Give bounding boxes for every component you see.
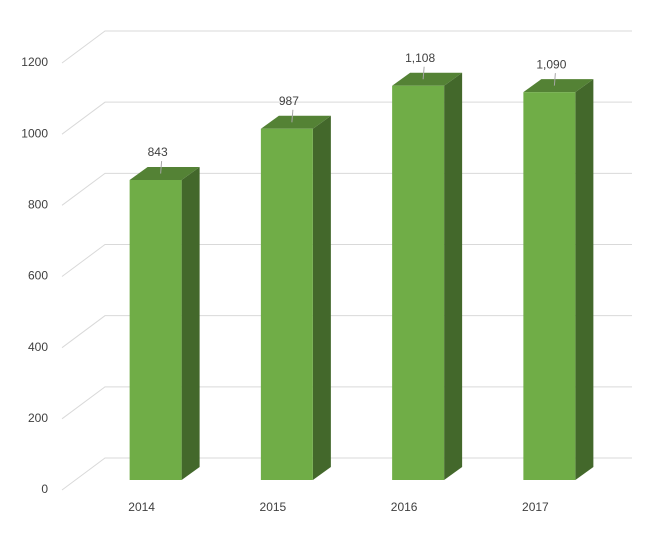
y-tick-label: 1000 <box>21 126 48 140</box>
bar-side <box>444 72 463 480</box>
bar-side <box>312 115 331 480</box>
x-tick-label: 2014 <box>128 500 155 514</box>
bar-front <box>392 85 445 480</box>
bar-front <box>260 128 313 481</box>
x-tick-label: 2017 <box>522 500 549 514</box>
bar-side <box>181 167 200 480</box>
data-label: 843 <box>148 145 168 159</box>
bar <box>129 167 200 480</box>
bar-top <box>260 115 331 129</box>
bar-front <box>523 92 576 481</box>
label-leader <box>553 73 556 86</box>
data-label: 1,108 <box>405 51 435 65</box>
bar-front <box>129 180 182 480</box>
bar-top <box>392 72 463 86</box>
y-tick-label: 400 <box>28 340 48 354</box>
bar <box>523 79 594 481</box>
bar <box>260 115 331 481</box>
data-label: 1,090 <box>536 57 566 71</box>
y-tick-label: 600 <box>28 269 48 283</box>
label-leader <box>291 109 294 123</box>
bar <box>392 72 463 480</box>
x-tick-label: 2015 <box>260 500 287 514</box>
bar-side <box>575 79 594 481</box>
data-label: 987 <box>279 94 299 108</box>
y-tick-label: 0 <box>41 482 48 496</box>
y-tick-label: 1200 <box>21 55 48 69</box>
label-leader <box>422 66 425 80</box>
bar-top <box>523 79 594 93</box>
y-tick-label: 200 <box>28 411 48 425</box>
y-tick-label: 800 <box>28 198 48 212</box>
x-tick-label: 2016 <box>391 500 418 514</box>
label-leader <box>160 160 163 174</box>
bar-top <box>129 167 200 181</box>
grid-line <box>61 30 632 64</box>
